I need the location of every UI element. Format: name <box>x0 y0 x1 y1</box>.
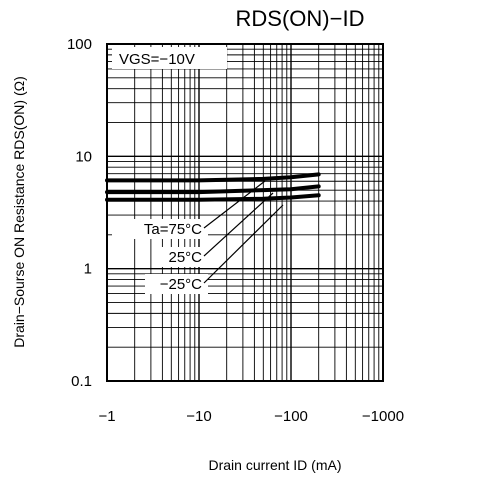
y-tick-label: 10 <box>75 148 92 165</box>
x-tick-label: −100 <box>274 408 308 425</box>
series-line-3 <box>105 193 321 202</box>
series-label: −25°C <box>160 276 202 293</box>
y-tick-label: 0.1 <box>71 373 92 390</box>
plot-frame <box>106 43 384 382</box>
annotations: VGS=−10V Ta=75°C 25°C −25°C <box>112 47 284 294</box>
x-axis-label: Drain current ID (mA) <box>208 457 341 473</box>
y-axis-label: Drain−Sourse ON Resistance RDS(ON) (Ω) <box>11 76 27 347</box>
x-tick-label: −10 <box>186 408 211 425</box>
series-leader-line <box>203 180 266 229</box>
series-label-background <box>112 219 208 239</box>
series-label-background <box>158 247 208 267</box>
chart-title: RDS(ON)−ID <box>236 6 365 31</box>
x-tick-label: −1000 <box>362 408 404 425</box>
series-line-1 <box>105 172 321 183</box>
x-tick-label: −1 <box>98 408 115 425</box>
x-tick-labels: −1 −10 −100 −1000 <box>98 408 404 425</box>
series-leader-line <box>203 192 274 257</box>
curves <box>105 172 321 202</box>
series-line-2 <box>105 184 321 195</box>
grid <box>106 44 383 382</box>
condition-label-background <box>112 47 227 69</box>
series-leader-line <box>203 204 284 284</box>
series-label: Ta=75°C <box>144 221 202 238</box>
condition-label: VGS=−10V <box>119 51 195 68</box>
y-tick-labels: 0.1 1 10 100 <box>67 36 92 390</box>
series-label: 25°C <box>168 249 202 266</box>
series-label-background <box>145 274 208 294</box>
y-tick-label: 100 <box>67 36 92 53</box>
y-tick-label: 1 <box>84 261 92 278</box>
